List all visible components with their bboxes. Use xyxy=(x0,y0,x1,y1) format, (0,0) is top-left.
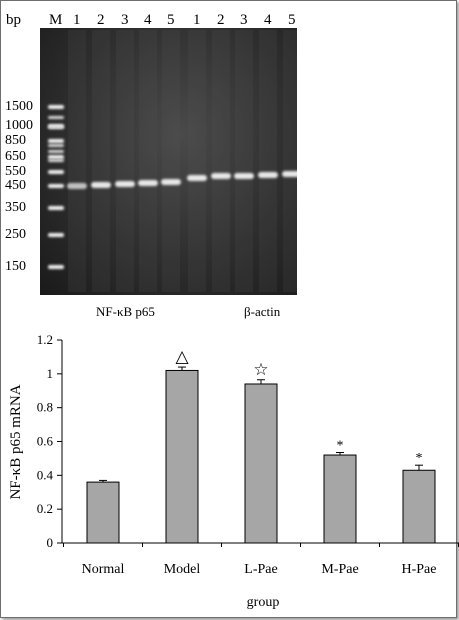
sample-band xyxy=(161,179,181,185)
marker-band xyxy=(48,170,64,174)
marker-size-1500: 1500 xyxy=(5,99,33,114)
sample-band xyxy=(138,180,158,186)
x-axis-label: group xyxy=(247,595,280,610)
lane-number-left-5: 5 xyxy=(167,12,175,28)
marker-band xyxy=(48,139,64,143)
marker-size-450: 450 xyxy=(5,178,26,193)
bar-h-pae xyxy=(402,469,436,544)
y-tick-label: 0.6 xyxy=(37,434,54,449)
x-tick-label-normal: Normal xyxy=(82,562,125,577)
y-tick-label: 0 xyxy=(47,535,54,550)
sample-band xyxy=(67,183,87,189)
marker-band xyxy=(48,144,64,147)
bp-label: bp xyxy=(6,12,21,28)
lane-smear xyxy=(162,30,180,292)
sample-band xyxy=(91,182,111,188)
lane-smear xyxy=(259,30,277,292)
lane-smear xyxy=(212,30,230,292)
lane-smear xyxy=(92,30,110,292)
marker-band xyxy=(48,206,64,210)
marker-band xyxy=(48,105,64,109)
lane-number-left-3: 3 xyxy=(121,12,129,28)
y-tick-label: 0.2 xyxy=(37,501,53,516)
sample-band xyxy=(187,175,207,181)
lane-smear xyxy=(139,30,157,292)
lane-number-left-1: 1 xyxy=(73,12,81,28)
lane-smear xyxy=(188,30,206,292)
marker-size-850: 850 xyxy=(5,133,26,148)
marker-band xyxy=(48,116,64,119)
bar-m-pae xyxy=(323,454,357,544)
gel-bands xyxy=(48,30,302,292)
bar-l-pae xyxy=(244,383,278,544)
marker-band xyxy=(48,233,64,237)
marker-size-1000: 1000 xyxy=(5,118,33,133)
marker-band xyxy=(48,159,64,162)
sample-band xyxy=(282,171,302,177)
y-tick-label: 0.4 xyxy=(37,467,54,482)
significance-marker: △ xyxy=(175,347,189,366)
lane-smear xyxy=(116,30,134,292)
marker-band xyxy=(48,126,64,129)
nfkb-caption: NF-κB p65 xyxy=(96,304,155,319)
marker-size-550: 550 xyxy=(5,164,26,179)
sample-band xyxy=(258,172,278,178)
lane-smear xyxy=(235,30,253,292)
y-axis-label: NF-κB p65 mRNA xyxy=(8,384,24,499)
y-tick-label: 1.2 xyxy=(37,332,53,347)
lane-number-left-4: 4 xyxy=(144,12,152,28)
bar-chart: NF-κB p65 mRNA group 0 0.2 0.4 0.6 0.8 1 1.2 No… xyxy=(8,332,459,610)
marker-lane-label: M xyxy=(49,12,63,28)
lane-number-right-2: 2 xyxy=(217,12,225,28)
marker-band xyxy=(48,184,64,188)
sample-band xyxy=(211,173,231,179)
lane-number-left-2: 2 xyxy=(97,12,105,28)
lane-smear xyxy=(283,30,301,292)
lane-number-right-5: 5 xyxy=(288,12,296,28)
x-tick-label-h-pae: H-Pae xyxy=(402,562,437,577)
bar-model xyxy=(165,369,199,544)
marker-size-150: 150 xyxy=(5,259,26,274)
significance-marker: * xyxy=(337,438,344,453)
marker-size-650: 650 xyxy=(5,149,26,164)
significance-marker: ☆ xyxy=(253,360,268,379)
marker-band xyxy=(48,265,64,269)
beta-actin-caption: β-actin xyxy=(244,304,281,319)
sample-band xyxy=(234,173,254,179)
marker-size-350: 350 xyxy=(5,200,26,215)
marker-band xyxy=(48,155,64,159)
marker-size-250: 250 xyxy=(5,227,26,242)
x-tick-label-l-pae: L-Pae xyxy=(244,562,277,577)
y-tick-label: 0.8 xyxy=(37,400,53,415)
lane-number-right-1: 1 xyxy=(193,12,201,28)
x-tick-label-model: Model xyxy=(164,562,201,577)
gel-image xyxy=(40,28,302,295)
bar-normal xyxy=(86,481,120,544)
sample-band xyxy=(115,181,135,187)
y-tick-label: 1 xyxy=(47,366,54,381)
x-tick-label-m-pae: M-Pae xyxy=(321,562,358,577)
significance-marker: * xyxy=(416,451,423,466)
lane-number-right-3: 3 xyxy=(240,12,248,28)
lane-smear xyxy=(68,30,86,292)
marker-band xyxy=(48,150,64,153)
lane-number-right-4: 4 xyxy=(264,12,272,28)
